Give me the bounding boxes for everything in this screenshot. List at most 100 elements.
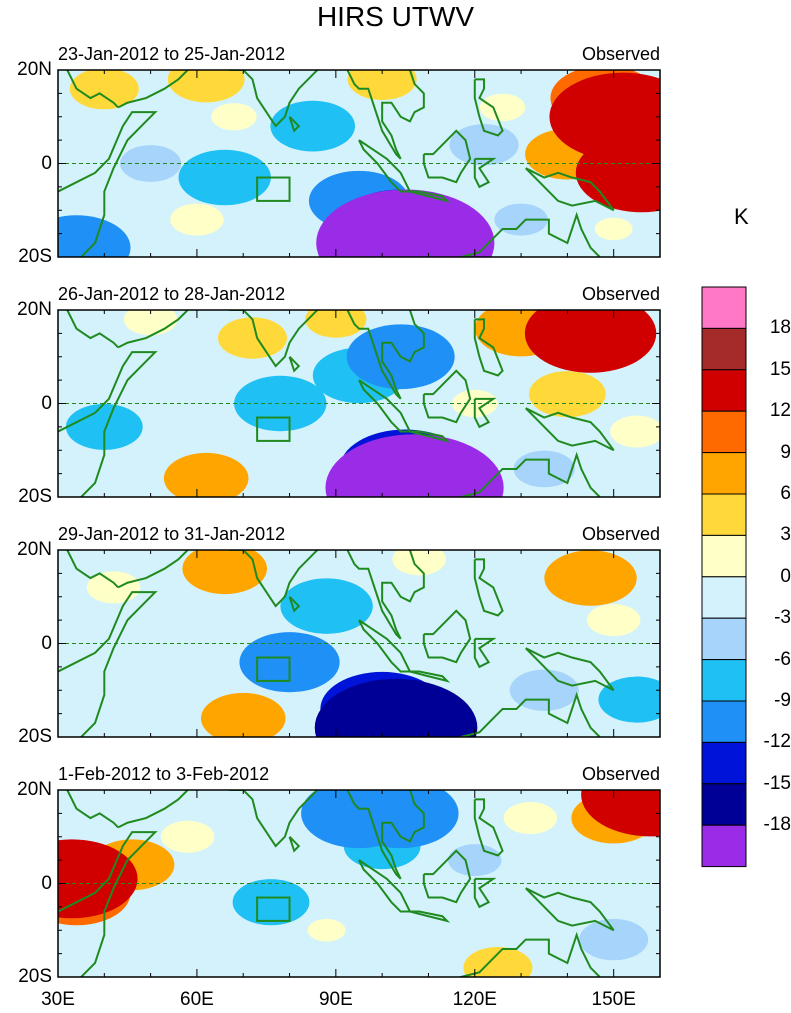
coastlines <box>58 550 615 737</box>
colorbar <box>701 286 747 868</box>
anomaly-region <box>167 70 245 103</box>
anomaly-region <box>122 660 161 683</box>
coastline <box>66 310 119 349</box>
anomaly-region <box>325 434 504 497</box>
anomaly-region <box>342 790 459 849</box>
anomaly-region <box>503 802 558 835</box>
anomaly-region <box>314 678 478 737</box>
panel-title-1: 23-Jan-2012 to 25-Jan-2012 <box>58 44 286 64</box>
colorbar-label: 6 <box>780 483 791 504</box>
lat-tick-label: 20S <box>18 966 52 987</box>
anomaly-region <box>123 310 178 336</box>
lat-tick-label: 20S <box>18 246 52 267</box>
coastline <box>409 910 451 923</box>
anomaly-region <box>463 946 533 977</box>
anomaly-field <box>58 70 660 257</box>
lat-tick-label: 20N <box>17 299 52 320</box>
colorbar-label: -18 <box>763 814 791 836</box>
anomaly-region <box>544 550 637 606</box>
anomaly-region <box>307 918 346 942</box>
lon-tick-label: 120E <box>452 989 497 1010</box>
anomaly-region <box>266 804 313 832</box>
anomaly-region <box>86 571 141 604</box>
anomaly-region <box>163 452 249 497</box>
coastline <box>457 691 601 737</box>
coastline <box>473 318 504 377</box>
panel-title-4: 1-Feb-2012 to 3-Feb-2012 <box>58 764 270 784</box>
coastline <box>288 116 301 133</box>
anomaly-region <box>442 564 489 592</box>
anomaly-region <box>270 100 355 152</box>
anomaly-region <box>475 606 521 634</box>
anomaly-region <box>316 189 495 257</box>
colorbar-label: 9 <box>780 441 791 463</box>
coastline <box>473 558 504 617</box>
coastline <box>409 190 451 203</box>
coastline <box>422 369 472 424</box>
colorbar-label: 3 <box>780 524 791 546</box>
coastline <box>58 351 158 497</box>
coastline <box>66 790 119 829</box>
coastline <box>66 550 119 589</box>
colorbar-bin <box>701 410 747 454</box>
anomaly-region <box>448 844 502 877</box>
panel-2 <box>57 309 661 498</box>
anomaly-region <box>182 550 267 595</box>
coastline <box>288 356 301 373</box>
lat-tick-label: 20S <box>18 486 52 507</box>
coastline <box>66 70 119 109</box>
colorbar-label: 15 <box>769 358 791 380</box>
anomaly-region <box>200 692 286 737</box>
colorbar-label: 12 <box>769 400 791 422</box>
anomaly-region <box>69 70 139 110</box>
coastline <box>340 550 425 640</box>
lat-tick-label: 20N <box>17 779 52 800</box>
panel-4 <box>57 789 661 978</box>
anomaly-region <box>581 790 660 837</box>
coastline <box>473 877 497 909</box>
coastline <box>58 111 158 257</box>
reference-box <box>256 416 291 442</box>
coastline <box>473 157 497 189</box>
lat-tick-label: 0 <box>41 392 52 414</box>
lon-tick-label: 30E <box>41 989 75 1010</box>
colorbar-bin <box>701 369 747 412</box>
anomaly-region <box>524 310 657 373</box>
anomaly-region <box>58 215 131 257</box>
coastline <box>457 211 601 257</box>
coastline <box>229 790 319 848</box>
coastline <box>457 931 601 977</box>
colorbar-bin <box>701 824 747 868</box>
lat-tick-label: 0 <box>41 872 52 894</box>
panel-tag-2: Observed <box>581 284 660 304</box>
anomaly-region <box>392 550 446 576</box>
colorbar-label: -12 <box>763 731 791 753</box>
panel-tag-4: Observed <box>581 764 660 784</box>
colorbar-label: -6 <box>774 648 791 670</box>
coastline <box>473 397 497 429</box>
anomaly-region <box>170 203 224 236</box>
coastline <box>340 790 425 880</box>
coastline <box>524 887 615 932</box>
reference-box <box>256 656 291 682</box>
coastline <box>422 849 472 904</box>
panel-3 <box>57 549 661 738</box>
coastline <box>288 836 301 853</box>
coastline <box>473 78 504 137</box>
anomaly-region <box>305 310 367 338</box>
colorbar-bin <box>701 452 747 495</box>
coastlines <box>58 70 615 257</box>
anomaly-region <box>232 879 310 926</box>
coastline <box>524 407 615 452</box>
coastline <box>358 379 412 433</box>
anomaly-region <box>160 820 215 853</box>
coastlines <box>58 790 615 977</box>
colorbar-bin <box>701 700 747 743</box>
panel-1 <box>57 69 661 258</box>
anomaly-field <box>65 310 660 497</box>
lat-tick-label: 0 <box>41 632 52 654</box>
reference-box <box>256 176 291 202</box>
panel-title-3: 29-Jan-2012 to 31-Jan-2012 <box>58 524 286 544</box>
